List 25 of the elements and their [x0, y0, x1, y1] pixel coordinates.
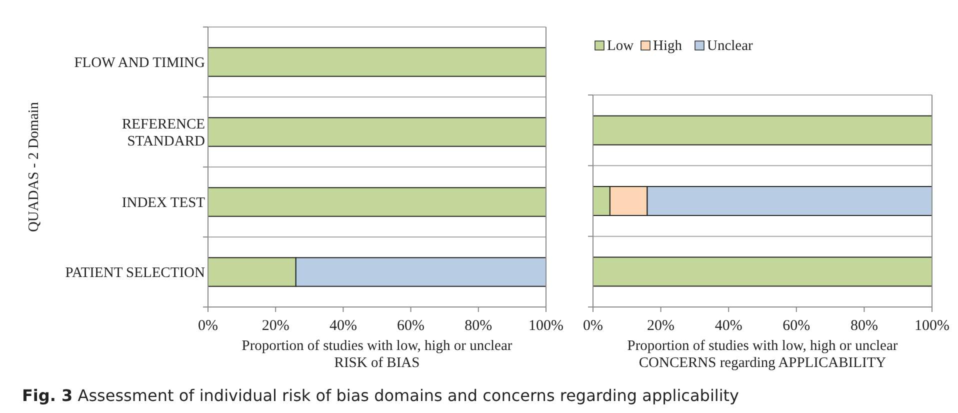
y-axis-title: QUADAS - 2 Domain: [26, 101, 42, 232]
legend-label: Low: [607, 38, 634, 54]
x-axis-title: Proportion of studies with low, high or unclear CONCERNS regarding APPLICABILITY: [627, 338, 898, 371]
legend-label: Unclear: [707, 38, 754, 54]
bar: [592, 256, 932, 287]
y-tick-label: PATIENT SELECTION: [65, 265, 206, 281]
x-tick-label: 20%: [262, 318, 290, 334]
x-tick-label: 40%: [329, 318, 357, 334]
x-tick-label: 100%: [914, 318, 950, 334]
bar: [592, 115, 932, 146]
x-tick-label: 80%: [850, 318, 878, 334]
x-tick-label: 100%: [528, 318, 564, 334]
caption: Fig. 3 Assessment of individual risk of bias domains and concerns regarding applicability: [22, 386, 740, 405]
x-tick-label: 0%: [198, 318, 218, 334]
x-tick-label: 0%: [583, 318, 603, 334]
x-tick-label: 80%: [464, 318, 492, 334]
y-tick-label: INDEX TEST: [122, 195, 206, 211]
x-axis-title: Proportion of studies with low, high or unclear RISK of BIAS: [242, 338, 512, 371]
x-tick-label: 60%: [397, 318, 425, 334]
x-tick-label: 60%: [782, 318, 810, 334]
legend-label: High: [653, 38, 683, 54]
x-tick-label: 20%: [647, 318, 675, 334]
y-tick-label: FLOW AND TIMING: [74, 55, 206, 71]
y-tick-label: REFERENCE STANDARD: [122, 116, 206, 150]
x-tick-label: 40%: [714, 318, 742, 334]
